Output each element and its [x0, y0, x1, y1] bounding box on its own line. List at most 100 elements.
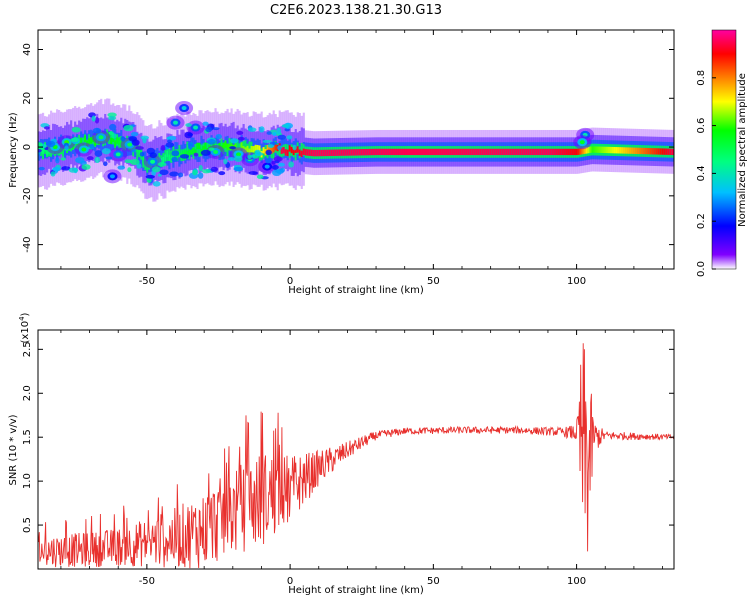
spectrogram-cell — [358, 149, 362, 156]
spectrogram-speckle — [202, 121, 209, 126]
spectrogram-cell — [573, 148, 576, 156]
spectrogram-speckle — [208, 147, 215, 151]
spectrogram-cell — [348, 149, 351, 156]
spectrogram-cell — [290, 146, 293, 154]
spectrogram-cell — [300, 142, 303, 155]
spectrogram-speckle — [52, 166, 61, 172]
spectrogram-cell — [40, 145, 43, 153]
spectrogram-cell — [505, 148, 508, 156]
spectrogram-speckle — [145, 174, 155, 179]
spectrogram-cell — [248, 148, 251, 155]
spectrogram-cell — [647, 147, 650, 155]
spectrogram-cell — [272, 147, 275, 159]
y-tick-label: -20 — [22, 188, 33, 204]
figure-title: C2E6.2023.138.21.30.G13 — [270, 3, 442, 18]
spectrogram-cell — [228, 138, 231, 150]
snr-y-label: SNR (10 * v/v) — [8, 414, 19, 485]
spectrogram-speckle — [108, 115, 117, 121]
spectrogram-cell — [519, 148, 522, 156]
spectrogram-speckle — [265, 149, 272, 156]
spectrogram-speckle — [284, 128, 290, 132]
spectrogram-speckle — [108, 131, 114, 135]
spectrogram-speckle — [107, 112, 117, 118]
spectrogram-cell — [162, 156, 165, 164]
spectrogram-cell — [433, 148, 436, 156]
spectrogram-speckle — [167, 139, 173, 144]
spectrogram-speckle — [91, 115, 96, 122]
spectrogram-cell — [380, 148, 384, 156]
spectrogram-cell — [314, 149, 317, 157]
spectrogram-speckle — [152, 181, 161, 187]
spectrogram-cell — [487, 148, 490, 156]
spectrogram-speckle — [94, 150, 103, 157]
spectrogram-speckle — [136, 163, 142, 169]
spectrogram-cell — [266, 144, 269, 152]
spectrogram-cell — [112, 135, 115, 142]
spectrogram-cell — [248, 141, 251, 154]
spectrogram-speckle — [111, 133, 117, 139]
spectrogram-cell — [417, 148, 420, 156]
spectrogram-cell — [633, 147, 636, 154]
spectrogram-cell — [226, 144, 229, 157]
spectrogram-cell — [272, 146, 275, 153]
spectrogram-cell — [384, 148, 388, 156]
spectrogram-cell — [611, 146, 614, 154]
spectrogram-cell — [332, 149, 335, 156]
spectrogram-cell — [318, 149, 321, 157]
spectrogram-cell — [220, 138, 223, 151]
spectrogram-cell — [280, 147, 283, 154]
snr-axes-frame — [37, 329, 675, 570]
spectrogram-cell — [226, 143, 229, 150]
y-tick-label: 0.5 — [22, 517, 33, 533]
spectrogram-cell — [254, 144, 257, 152]
spectrogram-cell — [326, 149, 329, 157]
snr-x-label: Height of straight line (km) — [288, 585, 424, 596]
spectrogram-cell — [549, 148, 552, 156]
y-tick-label: 1.5 — [22, 429, 33, 445]
spectrogram-cell — [372, 148, 376, 156]
spectrogram-cell — [643, 147, 646, 155]
spectrogram-cell — [360, 149, 364, 156]
spectrogram-cell — [541, 148, 544, 156]
spectrogram-cell — [186, 141, 189, 154]
spectrogram-cell — [641, 147, 644, 155]
spectrogram-cell — [473, 148, 476, 156]
spectrogram-cell — [621, 147, 624, 154]
spectrogram-cell — [388, 148, 392, 156]
spectrogram-speckle — [60, 157, 66, 161]
spectrogram-cell — [316, 149, 319, 157]
spectrogram-cell — [561, 148, 564, 156]
spectrogram-cell — [627, 147, 630, 154]
spectrogram-cell — [579, 148, 582, 155]
spectrogram-cell — [304, 149, 307, 156]
spectrogram-cell — [495, 148, 498, 156]
spectrogram-cell — [521, 148, 524, 156]
spectrogram-cell — [471, 148, 474, 156]
spectrogram-cell — [188, 149, 191, 156]
spectrogram-cell — [577, 148, 580, 155]
colorbar-ticks: 0.0 0.2 0.4 0.6 0.8 — [696, 70, 716, 277]
spectrogram-cell — [431, 148, 434, 156]
spectrogram-speckle — [227, 157, 236, 161]
spectrogram-cell — [421, 148, 424, 156]
x-tick-label: -50 — [139, 276, 155, 287]
spectrogram-speckle — [94, 116, 100, 124]
spectrogram-blob-core — [127, 142, 133, 147]
spectrogram-cell — [252, 146, 255, 153]
spectrogram-speckle — [123, 124, 134, 132]
spectrogram-cell — [90, 137, 93, 150]
spectrogram-cell — [282, 147, 285, 154]
spectrogram-cell — [192, 147, 195, 155]
spectrogram-cell — [204, 142, 207, 150]
spectrogram-speckle — [169, 171, 179, 177]
spectrogram-cell — [511, 148, 514, 156]
spectrogram-cell — [449, 148, 452, 156]
spectrogram-cell — [400, 148, 404, 156]
spectrogram-cell — [443, 148, 446, 156]
spectrogram-speckle — [198, 165, 203, 172]
spectrogram-cell — [493, 148, 496, 156]
spectrogram-speckle — [130, 132, 139, 137]
spectrogram-cell — [613, 146, 616, 154]
y-tick-label: 2.5 — [22, 341, 33, 357]
spectrogram-cell — [402, 148, 406, 156]
